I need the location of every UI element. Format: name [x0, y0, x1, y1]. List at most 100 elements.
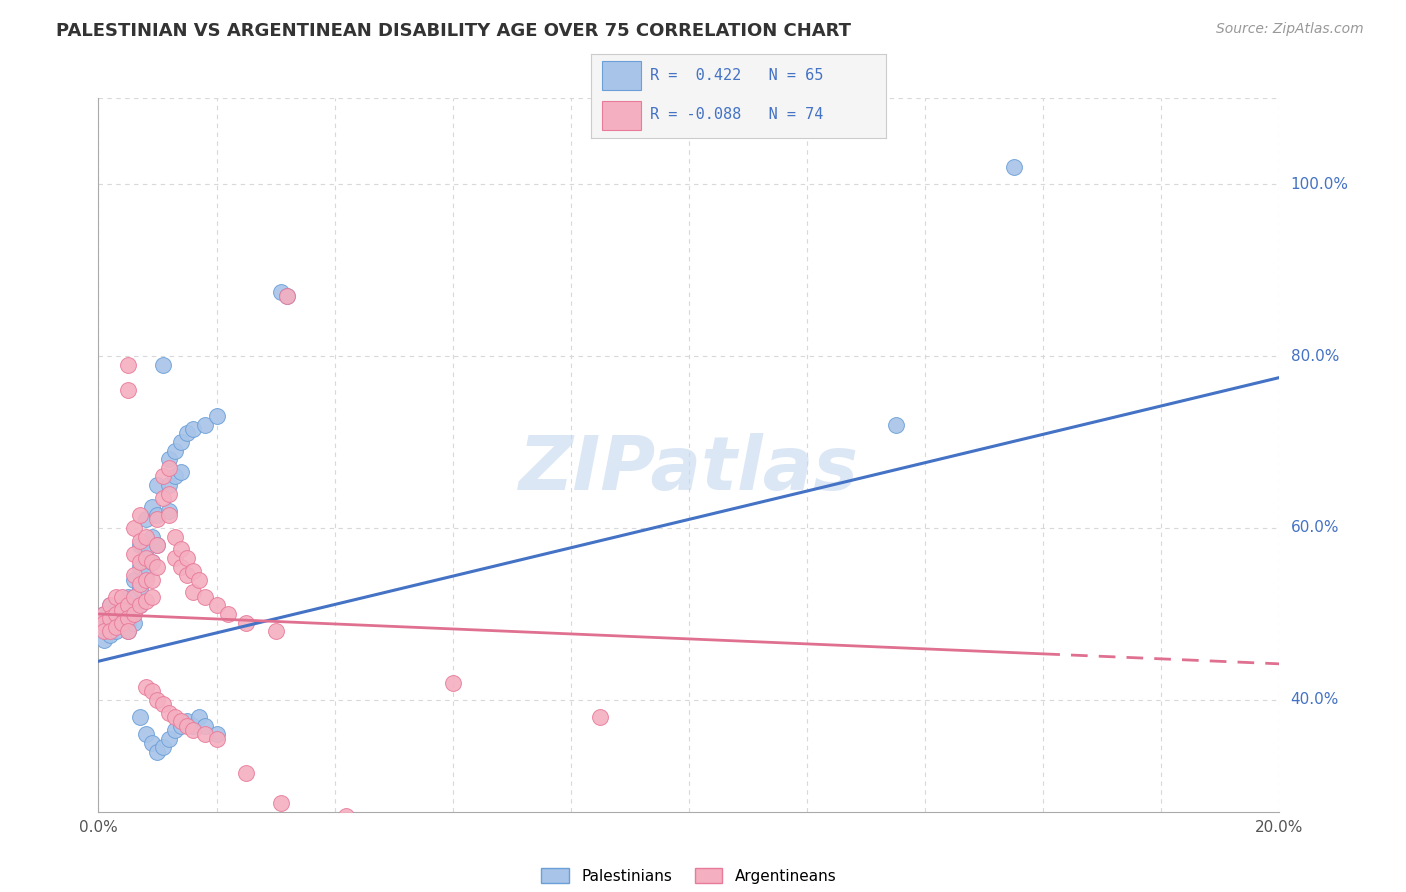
- Text: 60.0%: 60.0%: [1291, 521, 1339, 535]
- Text: R = -0.088   N = 74: R = -0.088 N = 74: [650, 107, 823, 122]
- Point: [146, 512, 169, 526]
- Point: [270, 285, 292, 299]
- Point: [122, 590, 145, 604]
- Point: [157, 478, 180, 492]
- Point: [117, 358, 139, 372]
- Point: [135, 542, 157, 557]
- Point: [135, 551, 157, 566]
- Point: [165, 723, 187, 737]
- Point: [176, 551, 198, 566]
- Point: [117, 599, 139, 613]
- Point: [98, 615, 121, 630]
- Point: [152, 740, 174, 755]
- Point: [117, 624, 139, 639]
- Point: [270, 796, 292, 810]
- Legend: Palestinians, Argentineans: Palestinians, Argentineans: [536, 862, 842, 889]
- Point: [135, 512, 157, 526]
- Point: [117, 602, 139, 616]
- Point: [128, 533, 150, 548]
- Text: Source: ZipAtlas.com: Source: ZipAtlas.com: [1216, 22, 1364, 37]
- Point: [135, 680, 157, 694]
- Point: [157, 486, 180, 500]
- Point: [111, 599, 134, 613]
- Point: [170, 435, 193, 450]
- Point: [141, 500, 163, 514]
- Point: [194, 727, 217, 741]
- Point: [117, 384, 139, 398]
- Point: [98, 611, 121, 625]
- Point: [128, 538, 150, 552]
- Text: R =  0.422   N = 65: R = 0.422 N = 65: [650, 68, 823, 83]
- Point: [122, 547, 145, 561]
- Text: ZIPatlas: ZIPatlas: [519, 433, 859, 506]
- Point: [122, 615, 145, 630]
- Point: [176, 568, 198, 582]
- Point: [181, 723, 204, 737]
- Point: [165, 469, 187, 483]
- Point: [205, 731, 228, 746]
- Point: [181, 585, 204, 599]
- Point: [135, 727, 157, 741]
- Point: [141, 590, 163, 604]
- Point: [165, 710, 187, 724]
- Point: [194, 590, 217, 604]
- Point: [122, 568, 145, 582]
- Point: [146, 559, 169, 574]
- Point: [128, 599, 150, 613]
- Point: [128, 577, 150, 591]
- Point: [441, 675, 464, 690]
- Point: [176, 426, 198, 441]
- Point: [1002, 160, 1025, 174]
- Point: [152, 491, 174, 505]
- Point: [235, 766, 257, 780]
- Point: [165, 530, 187, 544]
- Point: [105, 620, 128, 634]
- Point: [117, 624, 139, 639]
- Point: [93, 615, 115, 630]
- Point: [152, 469, 174, 483]
- Point: [128, 710, 150, 724]
- Point: [176, 719, 198, 733]
- Point: [170, 714, 193, 729]
- Point: [111, 607, 134, 621]
- Point: [128, 599, 150, 613]
- Point: [276, 289, 298, 303]
- Point: [589, 710, 612, 724]
- Text: 40.0%: 40.0%: [1291, 692, 1339, 707]
- Point: [98, 599, 121, 613]
- Point: [93, 615, 115, 630]
- Point: [141, 736, 163, 750]
- Point: [117, 615, 139, 630]
- Point: [111, 602, 134, 616]
- Point: [181, 564, 204, 578]
- Point: [141, 555, 163, 569]
- Point: [128, 581, 150, 595]
- Point: [128, 559, 150, 574]
- Point: [176, 714, 198, 729]
- Point: [93, 607, 115, 621]
- Point: [264, 624, 287, 639]
- Point: [884, 417, 907, 432]
- Point: [276, 289, 298, 303]
- Point: [105, 607, 128, 621]
- Point: [146, 538, 169, 552]
- Point: [93, 624, 115, 639]
- Point: [111, 590, 134, 604]
- Point: [205, 727, 228, 741]
- Point: [170, 542, 193, 557]
- Point: [181, 719, 204, 733]
- Point: [122, 573, 145, 587]
- Point: [141, 684, 163, 698]
- Point: [117, 611, 139, 625]
- Text: 80.0%: 80.0%: [1291, 349, 1339, 364]
- Point: [122, 521, 145, 535]
- Point: [128, 555, 150, 569]
- Point: [135, 573, 157, 587]
- Point: [194, 719, 217, 733]
- Point: [152, 358, 174, 372]
- Point: [105, 602, 128, 616]
- Point: [235, 615, 257, 630]
- Point: [205, 599, 228, 613]
- Point: [217, 607, 239, 621]
- Point: [170, 559, 193, 574]
